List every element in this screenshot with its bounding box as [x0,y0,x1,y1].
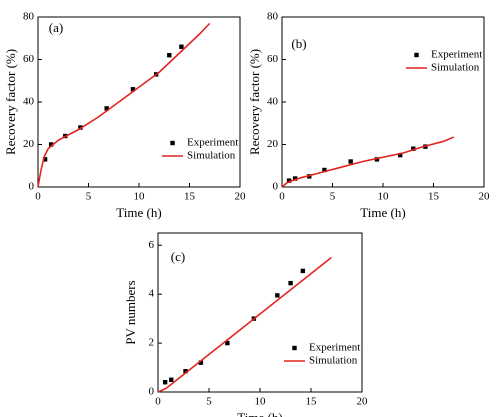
plot-frame [281,16,485,188]
y-tick-label: 80 [267,11,279,23]
legend-label: Simulation [187,150,236,162]
y-axis-label: PV numbers [123,280,138,344]
experiment-point [130,87,136,92]
legend-label: Experiment [431,49,482,61]
x-tick-label: 0 [155,396,161,408]
experiment-point [167,53,172,58]
legend-label: Experiment [187,137,238,149]
simulation-line [37,22,211,188]
legend-marker [292,345,297,351]
x-axis-label: Time (h) [116,205,161,220]
x-tick-label: 10 [134,191,146,203]
legend-label: Experiment [309,342,360,354]
simulation-line [281,136,455,188]
x-tick-label: 5 [206,396,212,408]
x-tick-label: 0 [279,191,285,203]
y-tick-label: 60 [23,53,35,65]
experiment-point [348,159,353,164]
experiment-point [48,142,54,147]
x-tick-label: 10 [255,396,267,408]
y-tick-label: 80 [23,11,35,23]
experiment-point [179,44,184,49]
panel-label: (b) [291,36,306,51]
experiment-point [42,157,48,162]
x-tick-label: 20 [235,191,247,203]
plot-frame [157,232,363,393]
x-tick-label: 20 [357,396,369,408]
experiment-point [183,369,188,374]
x-tick-label: 15 [184,191,196,203]
y-tick-label: 4 [149,288,155,300]
panel-label: (c) [171,249,185,264]
experiment-point [397,152,403,158]
y-tick-label: 20 [23,138,35,150]
experiment-point [198,360,204,365]
simulation-line [157,256,332,393]
y-tick-label: 20 [267,138,279,150]
y-tick-label: 6 [149,239,155,251]
y-tick-label: 40 [23,96,35,108]
y-tick-label: 0 [149,386,155,398]
y-tick-label: 0 [29,181,35,193]
legend-marker [414,52,419,58]
experiment-point [162,380,168,385]
y-axis-label: Recovery factor (%) [247,49,262,155]
legend-marker [170,140,175,146]
x-tick-label: 10 [378,191,390,203]
experiment-point [292,176,298,181]
x-tick-label: 5 [86,191,92,203]
experiment-point [322,167,327,173]
x-tick-label: 20 [479,191,491,203]
experiment-point [288,280,293,286]
experiment-point [300,268,306,274]
experiment-point [104,106,109,111]
experiment-point [286,178,292,183]
y-axis-label: Recovery factor (%) [3,49,18,155]
legend-label: Simulation [431,62,480,74]
experiment-point [275,293,280,298]
x-tick-label: 15 [428,191,440,203]
legend-label: Simulation [309,355,358,367]
x-tick-label: 15 [306,396,318,408]
panel-label: (a) [49,20,63,35]
experiment-point [411,146,416,151]
x-axis-label: Time (h) [237,410,282,417]
y-tick-label: 60 [267,53,279,65]
x-axis-label: Time (h) [360,205,405,220]
y-tick-label: 0 [273,181,279,193]
y-tick-label: 2 [149,337,155,349]
experiment-point [225,340,230,346]
experiment-point [374,157,380,162]
x-tick-label: 0 [35,191,41,203]
experiment-point [169,377,174,382]
y-tick-label: 40 [267,96,279,108]
x-tick-label: 5 [330,191,336,203]
